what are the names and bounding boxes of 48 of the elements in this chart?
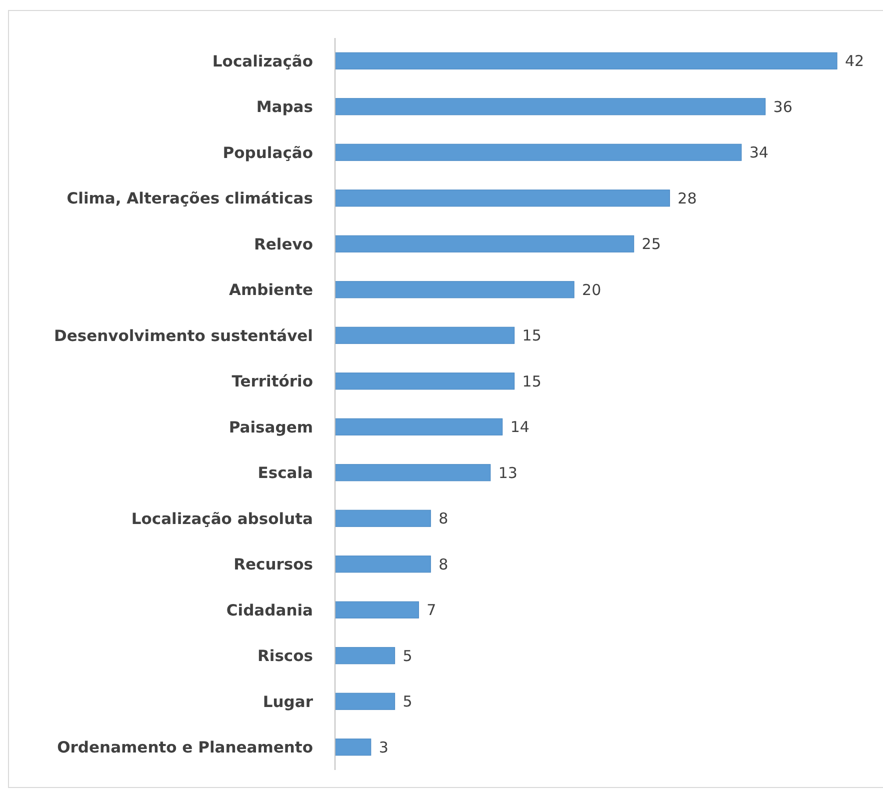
y-tick-label: Clima, Alterações climáticas [66, 190, 313, 208]
bar [334, 556, 431, 573]
bar [334, 98, 766, 116]
data-label: 14 [510, 418, 530, 436]
y-tick-label: Território [232, 372, 313, 391]
bar [334, 692, 396, 710]
data-label: 13 [498, 464, 518, 482]
data-label: 3 [378, 738, 388, 756]
y-tick-label: Cidadania [226, 601, 313, 620]
data-label: 28 [678, 189, 697, 208]
data-label: 34 [749, 144, 768, 162]
data-label: 5 [402, 646, 412, 665]
y-tick-label: Paisagem [228, 418, 313, 436]
data-label: 15 [522, 326, 542, 345]
data-label: 36 [773, 98, 792, 116]
y-tick-label: Escala [258, 464, 313, 482]
data-label: 8 [438, 510, 448, 528]
bar [334, 144, 742, 161]
bar [334, 235, 634, 252]
bar [334, 738, 372, 756]
y-tick-label: Mapas [256, 98, 313, 116]
y-tick-label: Localização absoluta [131, 510, 313, 528]
data-label: 7 [426, 601, 436, 620]
bar [334, 52, 838, 70]
data-label: 15 [522, 372, 542, 390]
y-tick-label: População [222, 144, 313, 162]
y-tick-label: Lugar [262, 692, 314, 711]
bar [334, 281, 574, 298]
bar [334, 326, 515, 344]
bar [334, 510, 431, 527]
y-tick-label: Ordenamento e Planeamento [57, 738, 313, 757]
y-tick-label: Recursos [234, 556, 313, 574]
bar [334, 464, 491, 482]
y-tick-label: Riscos [257, 647, 313, 666]
y-tick-label: Ambiente [228, 281, 313, 300]
data-label: 8 [438, 555, 448, 574]
bar [334, 190, 670, 207]
bar [334, 372, 515, 390]
data-label: 5 [402, 692, 412, 711]
data-label: 20 [582, 280, 602, 299]
bar [334, 601, 419, 618]
bar [334, 647, 396, 664]
y-tick-label: Relevo [254, 235, 313, 254]
y-tick-label: Localização [212, 52, 313, 70]
bar [334, 418, 503, 436]
data-label: 42 [845, 52, 864, 70]
data-label: 25 [642, 235, 661, 254]
y-tick-label: Desenvolvimento sustentável [54, 326, 313, 345]
